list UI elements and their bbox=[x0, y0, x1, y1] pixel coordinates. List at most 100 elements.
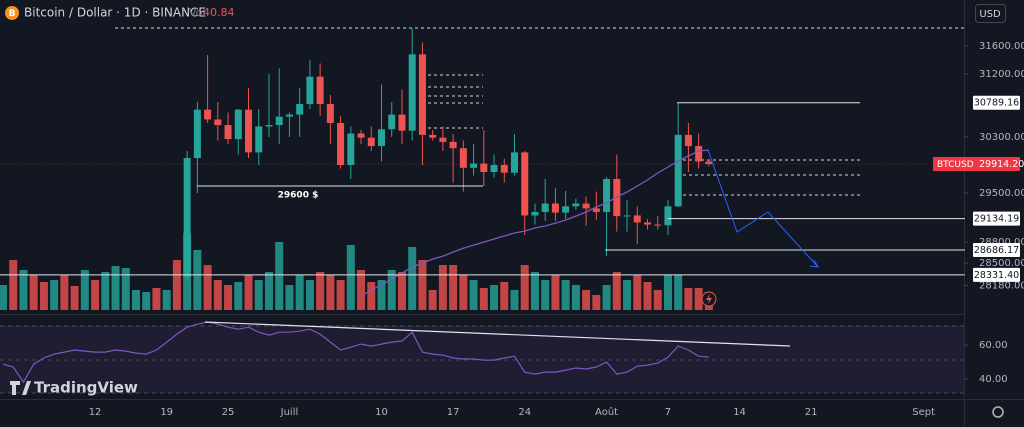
candle-body bbox=[306, 76, 314, 105]
rsi-line bbox=[2, 321, 709, 384]
candle-body bbox=[183, 157, 191, 278]
candle-body bbox=[459, 148, 467, 168]
volume-bar bbox=[459, 275, 468, 310]
volume-bar bbox=[346, 245, 355, 310]
volume-bar bbox=[571, 285, 580, 310]
volume-bar bbox=[694, 288, 703, 310]
volume-bar bbox=[152, 288, 161, 310]
volume-bar bbox=[623, 280, 632, 310]
volume-bar bbox=[29, 275, 38, 310]
volume-bar bbox=[80, 270, 89, 310]
x-tick-label: Août bbox=[595, 406, 618, 418]
candle-body bbox=[234, 109, 242, 140]
symbol-label: BTCUSD bbox=[937, 160, 974, 170]
volume-bar bbox=[561, 280, 570, 310]
currency-label: USD bbox=[979, 9, 1001, 20]
forecast-arrow bbox=[809, 259, 819, 268]
volume-bar bbox=[203, 265, 212, 310]
settings-button[interactable] bbox=[992, 406, 1004, 418]
candle-body bbox=[623, 215, 631, 217]
currency-button[interactable] bbox=[975, 4, 1006, 23]
volume-bar bbox=[408, 247, 417, 310]
x-tick-label: 24 bbox=[518, 407, 531, 418]
x-tick-label: 21 bbox=[805, 407, 818, 418]
candle-body bbox=[326, 104, 334, 123]
candle-body bbox=[551, 203, 559, 213]
y-tick-label: 28500.00 bbox=[979, 258, 1024, 269]
level-label: 28331.40 bbox=[974, 270, 1019, 281]
annotation-label: 29600 $ bbox=[278, 191, 319, 201]
candle-body bbox=[531, 211, 539, 216]
level-label-box bbox=[973, 211, 1020, 226]
volume-bar bbox=[326, 275, 335, 310]
volume-bar bbox=[19, 270, 28, 310]
volume-bar bbox=[418, 260, 427, 310]
volume-bar bbox=[101, 272, 110, 310]
volume-bar bbox=[131, 290, 140, 310]
header: B Bitcoin / Dollar · 1D · BINANCE Vol 40… bbox=[5, 4, 1006, 418]
volume-bar bbox=[111, 266, 120, 310]
candle-body bbox=[255, 126, 263, 153]
volume-label: Vol bbox=[189, 6, 205, 19]
x-tick-label: 14 bbox=[733, 407, 746, 418]
volume-bar bbox=[254, 280, 263, 310]
candle-body bbox=[275, 116, 283, 126]
volume-bar bbox=[602, 285, 611, 310]
last-price-box bbox=[933, 157, 1020, 172]
candle-body bbox=[388, 114, 396, 130]
volume-bar bbox=[438, 265, 447, 310]
y-tick-label: 60.00 bbox=[979, 340, 1008, 351]
candle-body bbox=[418, 54, 426, 135]
candle-body bbox=[357, 133, 365, 138]
volume-bar bbox=[387, 270, 396, 310]
volume-bar bbox=[377, 280, 386, 310]
rsi-band bbox=[0, 325, 964, 393]
volume-bar bbox=[367, 282, 376, 310]
candle-body bbox=[214, 119, 222, 126]
volume-bar bbox=[50, 280, 59, 310]
level-label: 29134.19 bbox=[974, 214, 1019, 225]
volume-bar bbox=[582, 290, 591, 310]
volume-bar bbox=[9, 260, 18, 310]
y-tick-label: 28180.00 bbox=[979, 280, 1024, 291]
brand-logo bbox=[10, 381, 31, 395]
event-icon-bolt bbox=[706, 294, 712, 304]
candle-body bbox=[224, 125, 232, 140]
level-label-box bbox=[973, 267, 1020, 282]
volume-bar bbox=[234, 282, 243, 310]
x-tick-label: 7 bbox=[665, 407, 671, 418]
x-tick-label: 25 bbox=[222, 407, 235, 418]
candle-body bbox=[245, 109, 253, 153]
volume-bar bbox=[224, 285, 233, 310]
volume-bar bbox=[530, 272, 539, 310]
x-tick-label: 12 bbox=[89, 407, 102, 418]
candle-body bbox=[378, 129, 386, 147]
y-tick-label: 28800.00 bbox=[979, 237, 1024, 248]
volume-bar bbox=[60, 275, 69, 310]
candle-body bbox=[633, 215, 641, 223]
candle-body bbox=[449, 141, 457, 149]
volume-bar bbox=[357, 270, 366, 310]
volume-bar bbox=[213, 280, 222, 310]
volume-bar bbox=[612, 272, 621, 310]
candle-body bbox=[337, 122, 345, 165]
volume-bar bbox=[479, 288, 488, 310]
volume-bar bbox=[285, 285, 294, 310]
level-label-box bbox=[973, 95, 1020, 110]
candle-body bbox=[316, 76, 324, 105]
symbol-icon bbox=[5, 6, 19, 20]
volume-bar bbox=[70, 286, 79, 310]
volume-bar bbox=[162, 290, 171, 310]
symbol-icon-glyph: B bbox=[9, 9, 16, 19]
volume-bar bbox=[121, 268, 130, 310]
volume-bar bbox=[643, 282, 652, 310]
candle-body bbox=[572, 203, 580, 207]
volume-bar bbox=[449, 265, 458, 310]
volume-bar bbox=[500, 282, 509, 310]
x-tick-label: Juill bbox=[280, 407, 299, 418]
volume-bar bbox=[397, 272, 406, 310]
rsi-trend-line bbox=[204, 321, 791, 347]
volume-bar bbox=[510, 290, 519, 310]
candle-body bbox=[684, 134, 692, 147]
plot-area: 29600 $ bbox=[0, 28, 965, 384]
